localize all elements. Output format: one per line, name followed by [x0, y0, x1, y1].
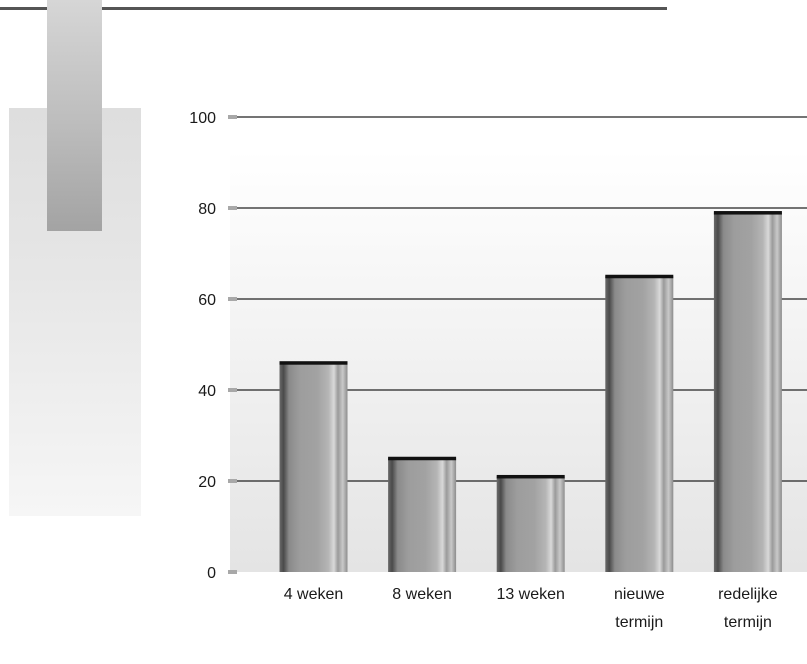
ytick-mark-40: [228, 388, 237, 392]
bar-1: [388, 456, 457, 572]
ytick-mark-0: [228, 570, 237, 574]
decorative-panel-narrow: [47, 0, 102, 231]
xtick-label-3-1: termijn: [615, 614, 663, 631]
bar-4: [713, 211, 782, 573]
bar-body: [605, 276, 674, 572]
ytick-label-0: 0: [207, 565, 216, 582]
bar-cap: [388, 456, 457, 461]
bar-body: [713, 212, 782, 573]
xtick-label-4-0: redelijke: [718, 586, 778, 603]
bar-2: [496, 474, 565, 572]
bar-3: [605, 274, 674, 572]
ytick-label-20: 20: [198, 474, 216, 491]
bar-cap: [496, 474, 565, 479]
bar-body: [388, 458, 457, 572]
xtick-label-1-0: 8 weken: [392, 586, 452, 603]
bar-cap: [605, 274, 674, 279]
ytick-label-100: 100: [189, 110, 216, 127]
ytick-mark-20: [228, 479, 237, 483]
top-rule: [0, 7, 667, 10]
ytick-mark-100: [228, 115, 237, 119]
xtick-label-3-0: nieuwe: [614, 586, 665, 603]
bar-0: [279, 361, 348, 572]
ytick-label-80: 80: [198, 201, 216, 218]
ytick-label-60: 60: [198, 292, 216, 309]
bar-cap: [279, 361, 348, 365]
ytick-label-40: 40: [198, 383, 216, 400]
bar-cap: [713, 211, 782, 215]
xtick-label-0-0: 4 weken: [284, 586, 344, 603]
ytick-mark-80: [228, 206, 237, 210]
bar-body: [496, 476, 565, 572]
bar-body: [279, 362, 348, 572]
xtick-label-4-1: termijn: [724, 614, 772, 631]
ytick-mark-60: [228, 297, 237, 301]
xtick-label-2-0: 13 weken: [496, 586, 565, 603]
